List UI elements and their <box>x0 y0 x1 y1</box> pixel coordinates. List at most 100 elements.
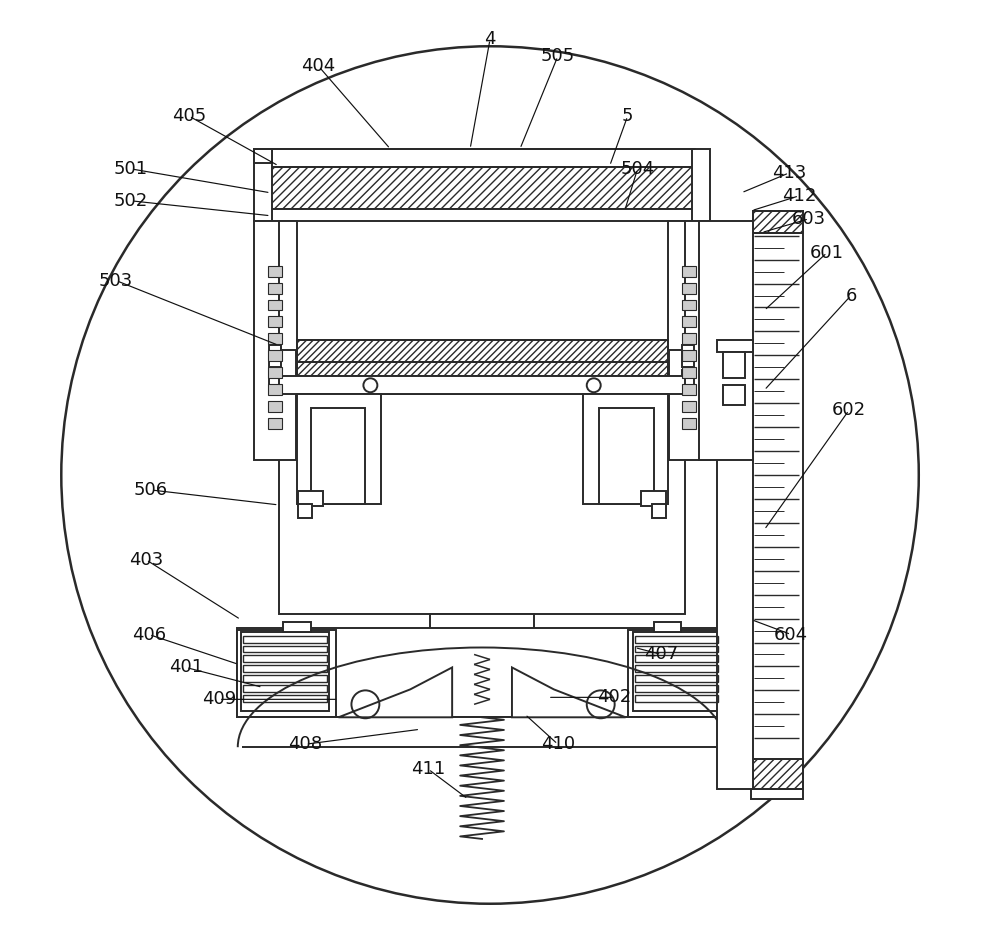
Text: 5: 5 <box>622 107 633 125</box>
Bar <box>682 317 696 327</box>
Bar <box>628 630 727 717</box>
Bar <box>268 401 282 412</box>
Bar <box>243 666 327 672</box>
Bar <box>717 340 753 353</box>
Text: 412: 412 <box>782 186 816 204</box>
Bar <box>654 622 681 631</box>
Bar <box>682 345 694 367</box>
Bar <box>243 675 327 683</box>
Bar <box>243 635 327 643</box>
Bar <box>279 395 685 613</box>
Bar <box>241 631 329 711</box>
Bar <box>269 167 695 209</box>
Bar <box>268 384 282 396</box>
Bar <box>635 655 718 663</box>
Bar <box>682 384 696 396</box>
Bar <box>297 395 381 504</box>
Bar <box>723 353 745 378</box>
Bar <box>269 345 281 367</box>
Bar <box>298 491 323 506</box>
Bar <box>237 630 336 717</box>
Bar <box>682 282 696 294</box>
Bar <box>599 408 654 504</box>
Bar <box>254 149 272 221</box>
Text: 401: 401 <box>169 658 203 676</box>
Bar <box>751 221 803 799</box>
Bar <box>237 628 740 717</box>
Bar <box>699 221 753 460</box>
Text: 407: 407 <box>644 646 679 664</box>
Bar <box>268 317 282 327</box>
Bar <box>669 221 710 460</box>
Bar <box>635 675 718 683</box>
Bar <box>682 265 696 277</box>
Bar <box>268 350 282 361</box>
Bar <box>682 367 696 378</box>
Bar <box>297 362 668 377</box>
Bar <box>311 408 365 504</box>
Bar <box>268 300 282 310</box>
Text: 404: 404 <box>301 57 336 75</box>
Bar <box>243 655 327 663</box>
Text: 408: 408 <box>289 735 323 753</box>
Text: 602: 602 <box>832 401 866 419</box>
Bar <box>583 395 668 504</box>
Bar <box>682 401 696 412</box>
Bar <box>268 265 282 277</box>
Text: 4: 4 <box>484 30 496 49</box>
Bar <box>753 211 803 233</box>
Text: 504: 504 <box>620 160 655 178</box>
Bar <box>635 695 718 703</box>
Bar <box>753 759 803 789</box>
Bar <box>652 504 666 518</box>
Bar <box>717 340 753 789</box>
Bar <box>717 340 753 353</box>
Bar <box>243 695 327 703</box>
Text: 413: 413 <box>772 164 806 182</box>
Bar <box>269 167 695 209</box>
Bar <box>269 209 695 221</box>
Bar <box>633 631 720 711</box>
Text: 505: 505 <box>541 48 575 66</box>
Polygon shape <box>512 668 626 717</box>
Bar <box>692 149 710 221</box>
Bar <box>283 622 311 631</box>
Circle shape <box>61 47 919 903</box>
Text: 409: 409 <box>202 690 236 708</box>
Bar <box>279 221 297 350</box>
Bar <box>269 370 281 392</box>
Bar <box>269 149 695 167</box>
Text: 502: 502 <box>114 192 148 210</box>
Text: 603: 603 <box>792 210 826 227</box>
Text: 411: 411 <box>411 760 445 778</box>
Bar <box>297 340 668 362</box>
Text: 405: 405 <box>172 107 206 125</box>
Bar <box>268 367 282 378</box>
Bar <box>635 646 718 652</box>
Bar <box>682 350 696 361</box>
Bar <box>297 340 668 362</box>
Bar <box>635 635 718 643</box>
Bar <box>753 211 803 233</box>
Bar <box>635 686 718 692</box>
Text: 506: 506 <box>134 481 168 499</box>
Text: 406: 406 <box>132 626 166 644</box>
Text: 410: 410 <box>541 735 575 753</box>
Bar <box>268 418 282 429</box>
Bar <box>297 362 668 377</box>
Bar <box>635 666 718 672</box>
Bar <box>682 334 696 344</box>
Polygon shape <box>338 668 452 717</box>
Text: 501: 501 <box>114 160 148 178</box>
Bar <box>254 149 272 163</box>
Text: 503: 503 <box>99 272 133 289</box>
Bar <box>268 282 282 294</box>
Bar <box>723 385 745 405</box>
Bar <box>254 221 296 460</box>
Text: 403: 403 <box>129 551 163 569</box>
Text: 6: 6 <box>845 286 857 304</box>
Bar <box>682 418 696 429</box>
Bar <box>268 334 282 344</box>
Bar <box>430 613 534 669</box>
Bar <box>753 759 803 789</box>
